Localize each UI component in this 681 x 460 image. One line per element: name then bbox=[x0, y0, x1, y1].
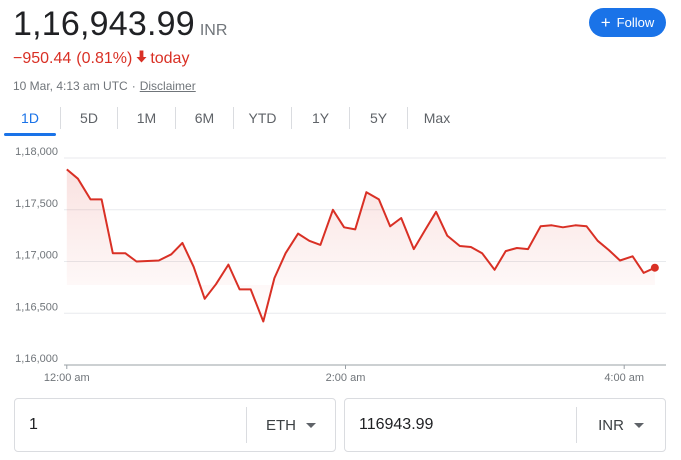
y-tick-label: 1,17,000 bbox=[15, 250, 58, 262]
x-tick-label: 12:00 am bbox=[44, 372, 90, 384]
converter-to: 116943.99 INR bbox=[344, 398, 666, 452]
price-change: −950.44 (0.81%) today bbox=[13, 50, 189, 68]
tab-divider bbox=[233, 107, 234, 129]
tab-1d[interactable]: 1D bbox=[0, 104, 60, 136]
y-tick-label: 1,17,500 bbox=[15, 198, 58, 210]
converter-divider bbox=[246, 407, 247, 443]
tab-max[interactable]: Max bbox=[408, 104, 466, 132]
chevron-down-icon bbox=[633, 422, 644, 428]
from-amount-input[interactable]: 1 bbox=[29, 416, 38, 433]
tab-label: 1M bbox=[136, 110, 157, 126]
price-chart[interactable]: 1,18,000 1,17,500 1,17,000 1,16,500 1,16,000… bbox=[0, 146, 681, 391]
x-tick-label: 2:00 am bbox=[326, 372, 366, 384]
disclaimer-link[interactable]: Disclaimer bbox=[139, 79, 196, 93]
x-tick-label: 4:00 am bbox=[604, 372, 644, 384]
arrow-down-icon bbox=[136, 50, 147, 68]
current-price: 1,16,943.99 bbox=[13, 5, 195, 43]
tab-5d[interactable]: 5D bbox=[61, 104, 117, 132]
tab-divider bbox=[349, 107, 350, 129]
follow-button[interactable]: + Follow bbox=[589, 8, 666, 37]
price-currency: INR bbox=[199, 22, 228, 39]
time-range-tabs: 1D 5D 1M 6M YTD 1Y 5Y Max bbox=[0, 104, 466, 136]
tab-ytd[interactable]: YTD bbox=[234, 104, 291, 132]
tab-label: 1D bbox=[21, 110, 39, 126]
change-percent: (0.81%) bbox=[76, 50, 133, 67]
timestamp-row: 10 Mar, 4:13 am UTC · Disclaimer bbox=[13, 79, 196, 93]
tab-divider bbox=[117, 107, 118, 129]
to-unit-label: INR bbox=[598, 416, 624, 434]
plus-icon: + bbox=[600, 13, 611, 32]
price-line bbox=[66, 168, 656, 323]
y-tick-label: 1,16,000 bbox=[15, 353, 58, 365]
follow-label: Follow bbox=[616, 15, 655, 30]
from-unit-label: ETH bbox=[266, 416, 296, 434]
tab-label: 5Y bbox=[369, 110, 388, 126]
price-area-fill bbox=[66, 169, 655, 322]
converter-from: 1 ETH bbox=[14, 398, 336, 452]
tab-label: 6M bbox=[194, 110, 215, 126]
tab-divider bbox=[291, 107, 292, 129]
tab-label: 1Y bbox=[311, 110, 330, 126]
tab-1m[interactable]: 1M bbox=[118, 104, 175, 132]
converter-divider bbox=[576, 407, 577, 443]
tab-divider bbox=[407, 107, 408, 129]
change-period: today bbox=[150, 50, 190, 67]
y-tick-label: 1,16,500 bbox=[15, 301, 58, 313]
to-amount-input[interactable]: 116943.99 bbox=[359, 416, 434, 433]
current-price-dot bbox=[650, 263, 659, 272]
tab-1y[interactable]: 1Y bbox=[292, 104, 349, 132]
tab-5y[interactable]: 5Y bbox=[350, 104, 407, 132]
tab-divider bbox=[175, 107, 176, 129]
price-header: 1,16,943.99 INR bbox=[13, 4, 227, 44]
to-unit-select[interactable]: INR bbox=[577, 417, 665, 434]
tab-label: 5D bbox=[80, 110, 98, 126]
meta-separator: · bbox=[131, 79, 136, 93]
tab-6m[interactable]: 6M bbox=[176, 104, 233, 132]
y-tick-label: 1,18,000 bbox=[15, 146, 58, 158]
change-amount: −950.44 bbox=[13, 50, 72, 67]
from-unit-select[interactable]: ETH bbox=[247, 417, 335, 434]
tab-label: Max bbox=[423, 110, 451, 126]
chevron-down-icon bbox=[306, 422, 316, 428]
tab-divider bbox=[60, 107, 61, 129]
timestamp: 10 Mar, 4:13 am UTC bbox=[13, 79, 128, 93]
tab-label: YTD bbox=[248, 110, 277, 126]
